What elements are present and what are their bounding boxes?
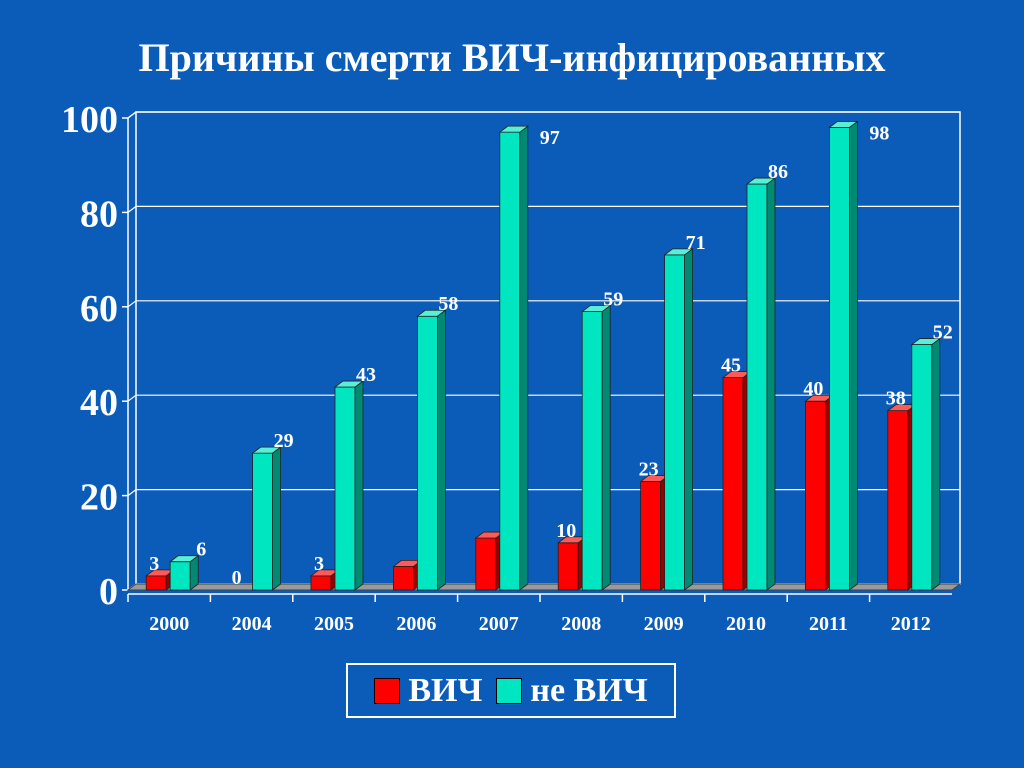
gridline-side <box>127 205 137 213</box>
gridline-side <box>127 394 137 402</box>
y-tick-label: 20 <box>80 477 118 519</box>
x-tick-label: 2006 <box>396 613 436 635</box>
data-label-non-hiv: 86 <box>768 161 788 183</box>
bar-hiv <box>640 481 661 591</box>
legend-label-non-hiv: не ВИЧ <box>530 671 648 709</box>
legend-swatch-non-hiv <box>496 677 523 704</box>
x-tick-label: 2004 <box>232 613 272 635</box>
bar-non-hiv-side <box>766 177 776 591</box>
data-label-hiv: 0 <box>232 567 242 589</box>
x-tick-label: 2010 <box>726 613 766 635</box>
x-tick-label: 2009 <box>644 613 684 635</box>
data-label-hiv: 40 <box>803 378 823 400</box>
y-tick-label: 40 <box>80 382 118 424</box>
bar-hiv <box>805 400 826 591</box>
gridline-side <box>127 489 137 497</box>
data-label-hiv: 3 <box>149 553 159 575</box>
bar-non-hiv-top <box>251 446 282 454</box>
data-label-non-hiv: 59 <box>603 289 623 311</box>
bar-non-hiv <box>499 131 521 591</box>
bar-non-hiv-side <box>354 380 364 591</box>
data-label-non-hiv: 71 <box>686 232 706 254</box>
legend-label-hiv: ВИЧ <box>408 671 483 709</box>
y-tick-label: 100 <box>61 99 118 141</box>
y-axis-top <box>127 111 137 119</box>
x-tick-label: 2012 <box>891 613 931 635</box>
bar-non-hiv <box>664 254 685 591</box>
bar-non-hiv-side <box>684 248 693 591</box>
data-label-hiv: 3 <box>314 553 324 575</box>
y-tick-label: 60 <box>80 288 118 330</box>
bar-non-hiv-top <box>828 121 859 128</box>
bar-non-hiv <box>829 127 850 591</box>
bar-non-hiv <box>334 386 356 591</box>
bar-hiv <box>722 377 744 591</box>
x-tick-label: 2011 <box>809 613 848 635</box>
data-label-non-hiv: 6 <box>196 539 206 561</box>
data-label-non-hiv: 58 <box>438 293 458 315</box>
data-label-hiv: 10 <box>556 520 576 542</box>
x-tick-label: 2008 <box>561 613 601 635</box>
gridline-side <box>127 300 137 308</box>
legend-swatch-hiv <box>374 677 401 704</box>
bar-non-hiv-top <box>333 380 365 388</box>
bar-non-hiv <box>746 183 768 591</box>
bar-non-hiv-side <box>601 304 611 591</box>
bar-non-hiv <box>581 311 603 591</box>
data-label-hiv: 23 <box>639 458 659 480</box>
data-label-non-hiv: 98 <box>869 122 889 144</box>
bar-non-hiv-top <box>663 248 694 256</box>
bar-non-hiv-top <box>910 338 941 345</box>
bar-non-hiv-side <box>436 309 446 591</box>
bar-non-hiv <box>416 315 438 591</box>
y-tick-label: 0 <box>99 571 118 613</box>
legend-item-hiv: ВИЧ <box>374 672 482 710</box>
bar-hiv <box>310 575 332 591</box>
data-label-non-hiv: 52 <box>933 322 953 344</box>
bar-hiv <box>887 410 909 591</box>
x-tick-label: 2007 <box>479 613 519 635</box>
bar-non-hiv <box>252 452 274 591</box>
data-label-non-hiv: 43 <box>356 364 376 386</box>
bar-non-hiv-top <box>168 555 200 563</box>
bar-non-hiv <box>169 561 191 591</box>
data-label-hiv: 45 <box>721 355 741 377</box>
bar-non-hiv-top <box>498 125 529 133</box>
bar-hiv <box>557 542 579 591</box>
x-tick-label: 2005 <box>314 613 354 635</box>
bar-non-hiv-side <box>519 125 529 591</box>
bar-hiv <box>392 566 414 591</box>
y-tick-label: 80 <box>80 193 118 235</box>
bar-non-hiv-top <box>416 309 447 317</box>
bar-non-hiv-side <box>931 337 941 591</box>
bar-non-hiv-top <box>745 177 777 185</box>
data-label-non-hiv: 97 <box>540 127 560 149</box>
bar-non-hiv-side <box>272 446 282 591</box>
bar-hiv <box>145 575 167 591</box>
data-label-non-hiv: 29 <box>274 430 294 452</box>
bar-non-hiv-top <box>581 305 612 312</box>
legend-item-non-hiv: не ВИЧ <box>496 671 648 710</box>
x-tick-label: 2000 <box>149 613 189 635</box>
bar-non-hiv-side <box>849 120 858 591</box>
bar-hiv <box>475 537 497 591</box>
bar-chart: 0 20 40 60 80 100 2000 3 6 2004 0 29 2005 3 43 2006 58 20… <box>61 99 962 635</box>
legend: ВИЧ не ВИЧ <box>346 663 676 718</box>
bar-non-hiv <box>911 344 933 591</box>
chart-title: Причины смерти ВИЧ-инфицированных <box>138 35 886 80</box>
data-label-hiv: 38 <box>886 388 906 410</box>
